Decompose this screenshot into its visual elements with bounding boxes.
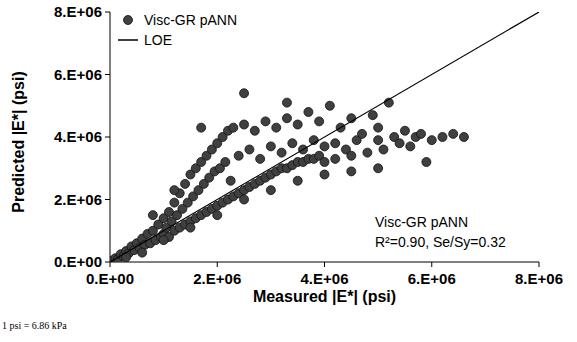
legend-line xyxy=(118,39,138,41)
legend-label: Visc-GR pANN xyxy=(144,12,237,28)
data-point xyxy=(277,148,286,157)
data-point xyxy=(170,198,179,207)
y-tick xyxy=(105,262,110,263)
y-tick xyxy=(105,137,110,138)
legend-marker xyxy=(124,16,133,25)
data-point xyxy=(438,133,447,142)
y-tick xyxy=(105,12,110,13)
data-point xyxy=(331,139,340,148)
data-point xyxy=(427,136,436,145)
data-point xyxy=(406,142,415,151)
x-tick xyxy=(431,262,432,267)
data-point xyxy=(181,179,190,188)
data-point xyxy=(304,108,313,117)
data-point xyxy=(374,123,383,132)
data-point xyxy=(226,176,235,185)
x-tick-label: 4.E+06 xyxy=(301,270,349,287)
data-point xyxy=(288,139,297,148)
data-point xyxy=(186,223,195,232)
data-point xyxy=(282,114,291,123)
x-tick xyxy=(539,262,540,267)
x-tick xyxy=(217,262,218,267)
data-point xyxy=(234,151,243,160)
data-point xyxy=(417,129,426,138)
data-point xyxy=(331,154,340,163)
data-point xyxy=(272,123,281,132)
data-point xyxy=(320,142,329,151)
data-point xyxy=(293,176,302,185)
y-tick xyxy=(105,74,110,75)
x-tick-label: 6.E+06 xyxy=(408,270,456,287)
x-tick xyxy=(110,262,111,267)
data-point xyxy=(379,145,388,154)
plot-area xyxy=(110,12,539,262)
data-point xyxy=(282,98,291,107)
data-point xyxy=(293,120,302,129)
data-point xyxy=(159,236,168,245)
x-tick-label: 2.E+06 xyxy=(193,270,241,287)
y-tick-label: 2.E+06 xyxy=(54,191,102,208)
data-point xyxy=(422,158,431,167)
data-point xyxy=(320,170,329,179)
data-point xyxy=(170,186,179,195)
x-tick xyxy=(324,262,325,267)
data-point xyxy=(449,129,458,138)
data-point xyxy=(138,248,147,257)
data-point xyxy=(250,126,259,135)
data-point xyxy=(374,164,383,173)
x-axis-label: Measured |E*| (psi) xyxy=(253,288,396,305)
data-point xyxy=(325,101,334,110)
y-axis-label: Predicted |E*| (psi) xyxy=(10,71,27,212)
data-point xyxy=(197,123,206,132)
data-point xyxy=(213,211,222,220)
data-point xyxy=(315,117,324,126)
chart: 0.E+00 2.E+06 4.E+06 6.E+06 8.E+06 0.E+00 2.E+… xyxy=(0,0,577,342)
y-tick-label: 0.E+00 xyxy=(54,253,102,270)
y-tick xyxy=(105,199,110,200)
annotation: R²=0.90, Se/Sy=0.32 xyxy=(375,234,506,250)
data-point xyxy=(245,145,254,154)
data-point xyxy=(395,139,404,148)
data-point xyxy=(266,142,275,151)
data-point xyxy=(320,158,329,167)
y-tick-label: 8.E+06 xyxy=(54,3,102,20)
data-point xyxy=(363,148,372,157)
legend-label: LOE xyxy=(144,32,172,48)
data-point xyxy=(240,195,249,204)
data-point xyxy=(221,158,230,167)
data-point xyxy=(400,126,409,135)
data-point xyxy=(347,167,356,176)
data-point xyxy=(261,117,270,126)
loe-line xyxy=(110,12,539,262)
x-tick-label: 0.E+00 xyxy=(86,270,134,287)
y-tick-label: 4.E+06 xyxy=(54,128,102,145)
data-point xyxy=(229,123,238,132)
data-point xyxy=(240,120,249,129)
y-tick-label: 6.E+06 xyxy=(54,66,102,83)
data-point xyxy=(459,133,468,142)
data-point xyxy=(256,154,265,163)
data-point xyxy=(347,151,356,160)
data-point xyxy=(148,211,157,220)
annotation: Visc-GR pANN xyxy=(375,214,468,230)
data-point xyxy=(240,89,249,98)
footnote: 1 psi = 6.86 kPa xyxy=(2,320,67,331)
data-point xyxy=(368,111,377,120)
x-tick-label: 8.E+06 xyxy=(515,270,563,287)
data-point xyxy=(266,186,275,195)
data-point xyxy=(374,136,383,145)
data-point xyxy=(358,129,367,138)
